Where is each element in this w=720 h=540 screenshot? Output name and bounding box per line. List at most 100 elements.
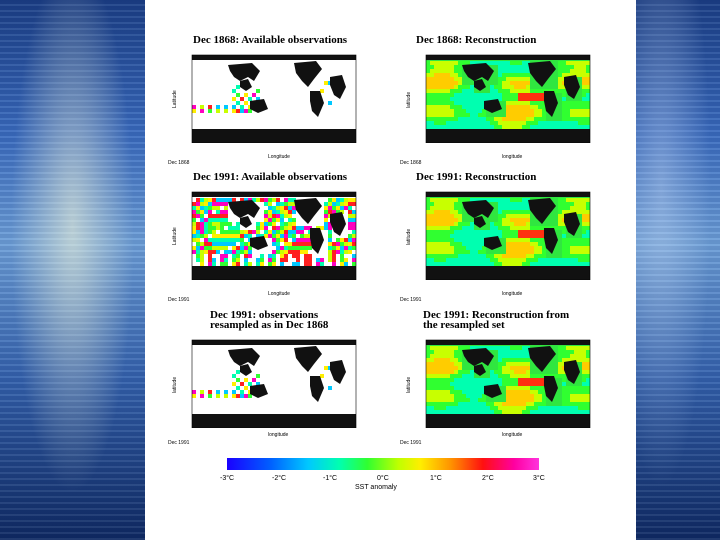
sst-cell (324, 210, 328, 214)
sst-cell (450, 362, 454, 366)
sst-cell (430, 258, 434, 262)
sst-cell (478, 386, 482, 390)
sst-cell (558, 358, 562, 362)
land-mass (192, 266, 356, 280)
sst-cell (526, 230, 530, 234)
sst-cell (506, 222, 510, 226)
sst-cell (244, 198, 248, 202)
sst-cell (510, 202, 514, 206)
sst-cell (538, 406, 542, 410)
sst-cell (522, 402, 526, 406)
sst-cell (268, 218, 272, 222)
sst-cell (490, 230, 494, 234)
sst-cell (530, 238, 534, 242)
sst-cell (578, 121, 582, 125)
sst-cell (458, 254, 462, 258)
sst-cell (450, 77, 454, 81)
sst-cell (430, 206, 434, 210)
sst-cell (538, 113, 542, 117)
sst-cell (458, 410, 462, 414)
sst-cell (466, 61, 470, 65)
sst-cell (304, 262, 308, 266)
sst-cell (566, 105, 570, 109)
sst-cell (426, 214, 430, 218)
sst-cell (434, 354, 438, 358)
sst-cell (320, 226, 324, 230)
land-mass (250, 99, 268, 113)
sst-cell (530, 93, 534, 97)
sst-cell (514, 77, 518, 81)
sst-cell (256, 198, 260, 202)
sst-cell (442, 350, 446, 354)
sst-cell (216, 242, 220, 246)
sst-cell (200, 258, 204, 262)
sst-cell (522, 238, 526, 242)
sst-cell (470, 230, 474, 234)
sst-cell (518, 125, 522, 129)
sst-cell (458, 362, 462, 366)
sst-cell (502, 382, 506, 386)
sst-cell (518, 354, 522, 358)
sst-cell (518, 258, 522, 262)
sst-cell (438, 358, 442, 362)
sst-cell (244, 254, 248, 258)
sst-cell (530, 398, 534, 402)
sst-cell (582, 242, 586, 246)
sst-cell (276, 210, 280, 214)
sst-cell (212, 202, 216, 206)
sst-cell (426, 366, 430, 370)
sst-cell (450, 125, 454, 129)
sst-cell (482, 109, 486, 113)
sst-cell (458, 382, 462, 386)
sst-cell (442, 238, 446, 242)
sst-cell (192, 234, 196, 238)
sst-cell (438, 101, 442, 105)
sst-cell (478, 254, 482, 258)
sst-cell (522, 366, 526, 370)
sst-cell (438, 105, 442, 109)
land-mass (192, 129, 356, 143)
sst-cell (586, 218, 590, 222)
sst-cell (284, 206, 288, 210)
sst-cell (582, 354, 586, 358)
sst-cell (582, 262, 586, 266)
sst-cell (490, 402, 494, 406)
sst-cell (458, 109, 462, 113)
sst-cell (442, 262, 446, 266)
ylabel-2: latitude (406, 91, 412, 108)
sst-cell (438, 69, 442, 73)
land-mass (474, 79, 486, 91)
sst-cell (566, 65, 570, 69)
sst-cell (232, 89, 236, 93)
sst-cell (446, 362, 450, 366)
sst-cell (566, 238, 570, 242)
sst-cell (284, 202, 288, 206)
sst-cell (232, 242, 236, 246)
sst-cell (510, 77, 514, 81)
sst-cell (260, 262, 264, 266)
land-mass (528, 61, 556, 87)
sst-cell (522, 89, 526, 93)
sst-cell (200, 109, 204, 113)
sst-cell (458, 346, 462, 350)
sst-cell (562, 242, 566, 246)
sst-cell (232, 394, 236, 398)
sst-cell (244, 386, 248, 390)
sst-cell (490, 378, 494, 382)
sst-cell (328, 254, 332, 258)
sst-cell (514, 81, 518, 85)
sst-cell (578, 258, 582, 262)
sst-cell (566, 109, 570, 113)
sst-cell (514, 85, 518, 89)
sst-cell (526, 410, 530, 414)
sst-cell (518, 117, 522, 121)
sst-cell (272, 230, 276, 234)
sst-cell (498, 81, 502, 85)
sst-cell (538, 382, 542, 386)
sst-cell (582, 350, 586, 354)
sst-cell (574, 258, 578, 262)
sst-cell (566, 210, 570, 214)
sst-cell (466, 113, 470, 117)
sst-cell (256, 226, 260, 230)
sst-cell (446, 370, 450, 374)
